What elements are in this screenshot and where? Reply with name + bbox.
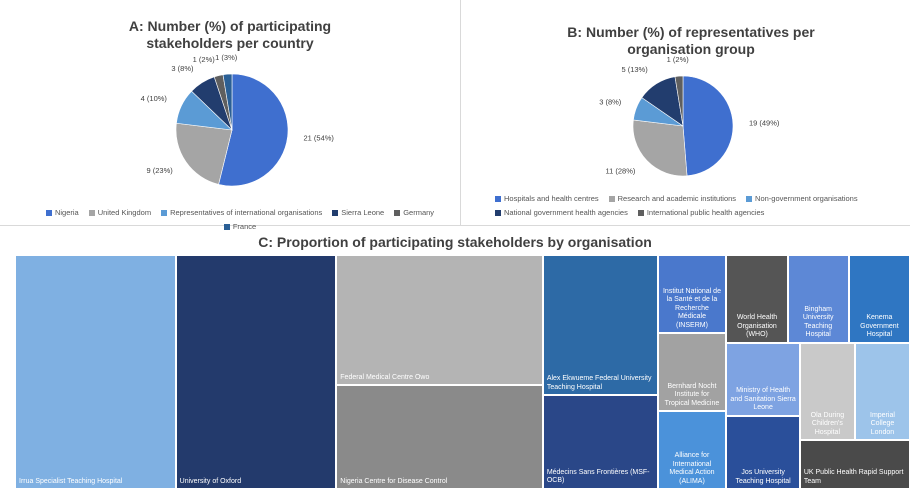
- treemap-cell: Imperial College London: [854, 342, 910, 441]
- legend-label: Germany: [403, 208, 435, 217]
- cell-label: Institut National de la Santé et de la R…: [662, 287, 721, 329]
- treemap-cell: Alex Ekwueme Federal University Teaching…: [542, 255, 658, 396]
- treemap-cell: Jos University Teaching Hospital: [726, 415, 800, 489]
- cell-label: Federal Medical Centre Owo: [340, 373, 430, 381]
- treemap-cell: Nigeria Centre for Disease Control: [336, 385, 543, 489]
- legend-item: United Kingdom: [88, 208, 152, 217]
- chart-title: A: Number (%) of participating stakehold…: [128, 18, 332, 51]
- treemap-cell: Médecins Sans Frontières (MSF-OCB): [542, 395, 658, 489]
- legend-item: Sierra Leone: [332, 208, 384, 217]
- data-label: 1 (3%): [215, 53, 238, 62]
- legend-label: National government health agencies: [504, 208, 628, 217]
- data-label: 19 (49%): [749, 118, 780, 127]
- pie-slice: [175, 122, 233, 185]
- cell-label: Médecins Sans Frontières (MSF-OCB): [546, 468, 650, 485]
- treemap-cell: UK Public Health Rapid Support Team: [799, 440, 910, 489]
- data-label: 9 (23%): [146, 166, 173, 175]
- treemap-cell: University of Oxford: [175, 255, 337, 489]
- data-label: 3 (8%): [171, 64, 194, 73]
- legend-item: Hospitals and health centres: [495, 194, 599, 203]
- cell-label: Bingham University Teaching Hospital: [802, 305, 834, 339]
- panel-c: C: Proportion of participating stakehold…: [0, 226, 910, 489]
- legend-item: France: [223, 222, 257, 231]
- cell-label: Kenema Government Hospital: [860, 314, 899, 339]
- legend-swatch: [88, 209, 95, 216]
- cell-label: Bernhard Nocht Institute for Tropical Me…: [664, 382, 720, 407]
- cell-label: Alex Ekwueme Federal University Teaching…: [546, 375, 652, 391]
- legend-label: Non-government organisations: [755, 194, 858, 203]
- legend-label: United Kingdom: [97, 208, 152, 217]
- treemap-cell: Ola During Children's Hospital: [799, 342, 855, 441]
- cell-label: Ministry of Health and Sanitation Sierra…: [730, 387, 796, 412]
- legend-item: Nigeria: [45, 208, 79, 217]
- data-label: 1 (2%): [193, 55, 216, 64]
- cell-label: Jos University Teaching Hospital: [735, 469, 791, 485]
- legend-item: Representatives of international organis…: [161, 208, 322, 217]
- legend: Nigeria United Kingdom Representatives of …: [30, 208, 450, 231]
- panel-b: B: Number (%) of representatives per org…: [461, 0, 910, 226]
- pie-slice: [218, 73, 289, 187]
- cell-label: Alliance for International Medical Actio…: [669, 452, 715, 485]
- treemap-cell: World Health Organisation (WHO): [726, 255, 788, 343]
- legend-label: Sierra Leone: [341, 208, 385, 217]
- legend-item: Germany: [394, 208, 434, 217]
- pie-slice: [632, 119, 688, 177]
- treemap-cell: Bingham University Teaching Hospital: [787, 255, 849, 343]
- cell-label: Ola During Children's Hospital: [810, 411, 845, 436]
- treemap-cell: Ministry of Health and Sanitation Sierra…: [726, 342, 800, 416]
- cell-label: Irrua Specialist Teaching Hospital: [19, 477, 123, 485]
- legend-swatch: [637, 209, 644, 216]
- legend-swatch: [746, 195, 753, 202]
- legend-swatch: [495, 209, 501, 216]
- cell-label: UK Public Health Rapid Support Team: [803, 469, 904, 485]
- legend-swatch: [45, 209, 52, 216]
- legend-label: Representatives of international organis…: [170, 208, 323, 217]
- legend-item: Non-government organisations: [746, 194, 858, 203]
- data-label: 1 (2%): [667, 55, 690, 64]
- legend-swatch: [608, 195, 615, 202]
- legend-swatch: [495, 195, 501, 202]
- legend-swatch: [223, 223, 230, 230]
- data-label: 5 (13%): [621, 65, 648, 74]
- panel-a: A: Number (%) of participating stakehold…: [0, 0, 461, 231]
- data-label: 4 (10%): [141, 94, 168, 103]
- treemap-cell: Institut National de la Santé et de la R…: [657, 255, 727, 333]
- legend-swatch: [332, 209, 339, 216]
- legend-swatch: [394, 209, 401, 216]
- treemap-cell: Irrua Specialist Teaching Hospital: [15, 255, 176, 489]
- treemap-cell: Federal Medical Centre Owo: [336, 255, 543, 385]
- legend-label: Nigeria: [54, 208, 79, 217]
- legend-label: France: [232, 222, 257, 231]
- chart-title: C: Proportion of participating stakehold…: [258, 234, 652, 250]
- pie-slice: [222, 73, 233, 131]
- treemap-cell: Alliance for International Medical Actio…: [657, 411, 727, 489]
- cell-label: Imperial College London: [870, 411, 895, 436]
- treemap-cell: Kenema Government Hospital: [848, 255, 910, 343]
- pie-chart: 21 (54%) 9 (23%) 4 (10%) 3 (8%)1 (2%) 1 (3%): [141, 53, 334, 187]
- cell-label: University of Oxford: [179, 477, 242, 485]
- data-label: 21 (54%): [303, 134, 334, 143]
- legend: Hospitals and health centres Research and…: [495, 194, 895, 217]
- pie-chart: 19 (49%) 11 (28%) 3 (8%) 5 (13%) 1 (2%): [599, 55, 780, 177]
- chart-title: B: Number (%) of representatives per org…: [567, 24, 815, 57]
- data-label: 11 (28%): [606, 167, 636, 176]
- legend-item: International public health agencies: [637, 208, 765, 217]
- treemap-cell: Bernhard Nocht Institute for Tropical Me…: [657, 333, 727, 411]
- pie-slice: [682, 75, 734, 177]
- legend-item: Research and academic institutions: [608, 194, 737, 203]
- legend-label: International public health agencies: [646, 208, 765, 217]
- cell-label: Nigeria Centre for Disease Control: [340, 477, 448, 485]
- legend-swatch: [161, 209, 168, 216]
- legend-item: National government health agencies: [495, 208, 628, 217]
- pie-slice: [674, 75, 684, 127]
- legend-label: Hospitals and health centres: [504, 194, 599, 203]
- cell-label: World Health Organisation (WHO): [736, 314, 778, 339]
- data-label: 3 (8%): [599, 98, 622, 107]
- legend-label: Research and academic institutions: [617, 194, 737, 203]
